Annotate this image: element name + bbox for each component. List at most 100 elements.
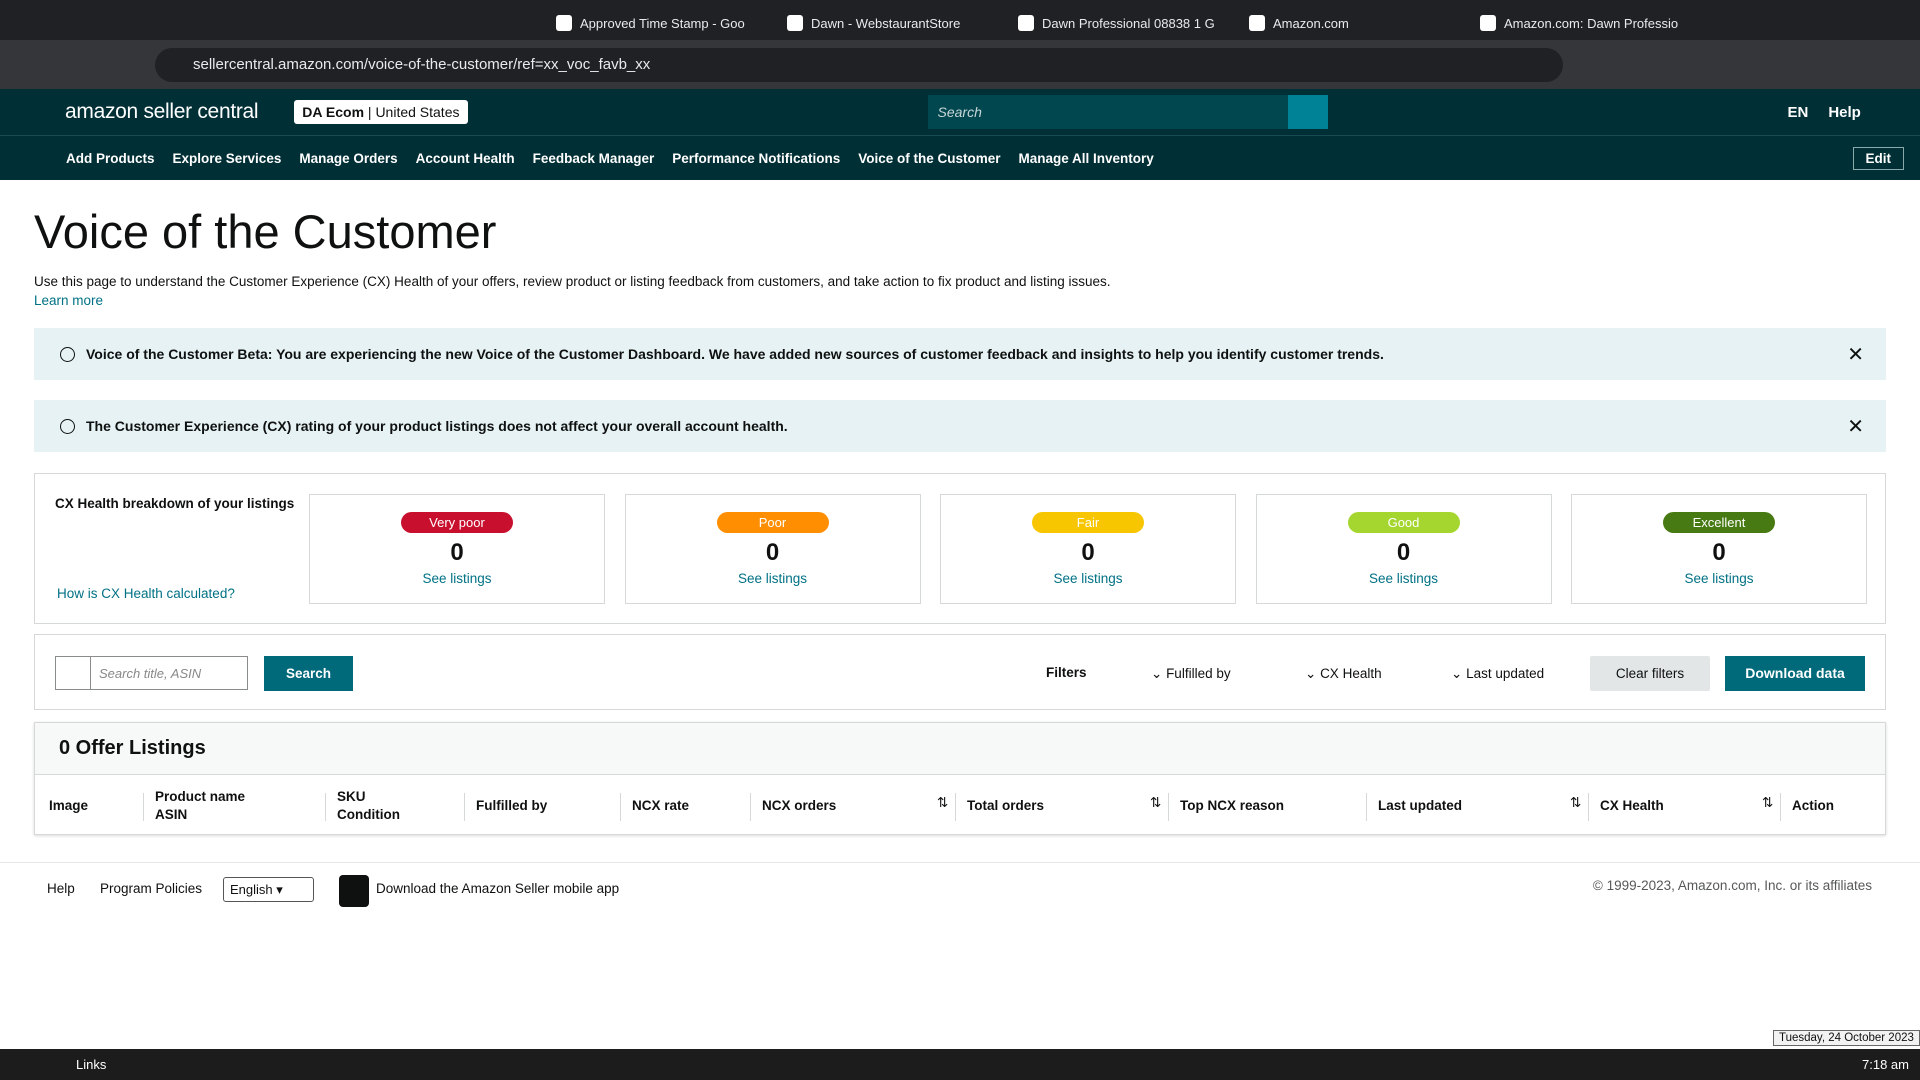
description: Use this page to understand the Customer… [34, 274, 1111, 289]
filter-dropdown[interactable]: ⌄ CX Health [1305, 666, 1382, 682]
clear-filters[interactable]: Clear filters [1590, 656, 1710, 691]
cx-health: CX Health breakdown of your listings How… [34, 473, 1886, 624]
tab-favicon [787, 15, 803, 31]
tab-icon[interactable] [236, 5, 280, 35]
search-button[interactable]: Search [264, 656, 353, 691]
filter-label: Last updated [1466, 666, 1545, 681]
sort-icon[interactable]: ⇅ [937, 795, 949, 810]
taskbar-search[interactable]: Links [76, 1057, 107, 1072]
tab-icon[interactable] [412, 5, 456, 35]
app-link[interactable]: Download the Amazon Seller mobile app [376, 881, 620, 896]
tab[interactable]: Dawn - WebstaurantStore [775, 7, 1006, 39]
tab[interactable]: Amazon.com [1237, 7, 1468, 39]
tab-icon[interactable] [500, 5, 544, 35]
app-icon[interactable] [339, 875, 369, 907]
tab[interactable]: Amazon.com: Dawn Professio [1468, 7, 1699, 39]
column-separator [143, 793, 144, 821]
see-listings[interactable]: See listings [1684, 571, 1754, 586]
footer-rule [0, 862, 1920, 864]
nav-item[interactable]: Performance Notifications [672, 150, 841, 166]
nav-item[interactable]: Account Health [415, 150, 515, 166]
cx-badge: Excellent [1663, 512, 1775, 533]
sort-icon[interactable]: ⇅ [1570, 795, 1582, 810]
footer-link[interactable]: Program Policies [100, 881, 203, 896]
header-search[interactable]: Search [927, 95, 1288, 129]
nav-item[interactable]: Feedback Manager [532, 150, 655, 166]
help[interactable]: Help [1828, 103, 1861, 121]
close-button[interactable]: ✕ [1847, 343, 1864, 366]
header-search-button[interactable] [1287, 95, 1328, 129]
see-listings[interactable]: See listings [1053, 571, 1123, 586]
logo[interactable]: amazon seller central [65, 100, 259, 123]
column-separator [750, 793, 751, 821]
nav-item[interactable]: Add Products [66, 150, 155, 166]
tab[interactable]: Dawn Professional 08838 1 G [1006, 7, 1237, 39]
see-listings[interactable]: See listings [422, 571, 492, 586]
cx-help-link[interactable]: How is CX Health calculated? [57, 586, 235, 601]
column-separator [1780, 793, 1781, 821]
cx-badge: Fair [1032, 512, 1144, 533]
banner-text: Voice of the Customer Beta: You are expe… [86, 346, 1384, 362]
filter-dropdown[interactable]: ⌄ Last updated [1451, 666, 1544, 682]
tab-favicon [1480, 15, 1496, 31]
learn-more[interactable]: Learn more [34, 293, 104, 308]
tab-icon[interactable] [456, 5, 500, 35]
sort-icon[interactable]: ⇅ [1762, 795, 1774, 810]
listings-table: 0 Offer Listings Image Product name ASIN SK… [34, 722, 1886, 835]
column-label: CX Health [1600, 798, 1664, 813]
footer-link[interactable]: Help [47, 881, 75, 896]
cx-card: Excellent 0 See listings [1571, 494, 1867, 604]
tab-icon[interactable] [280, 5, 324, 35]
date-tooltip: Tuesday, 24 October 2023 [1773, 1030, 1920, 1046]
column-header[interactable]: CX Health [1600, 797, 1664, 815]
tab-icon[interactable] [368, 5, 412, 35]
chevron: ⌄ [1305, 666, 1321, 681]
language[interactable]: EN [1787, 103, 1809, 121]
see-listings[interactable]: See listings [737, 571, 808, 586]
cx-card: Very poor 0 See listings [309, 494, 605, 604]
column-label: NCX rate [632, 798, 690, 813]
column-header[interactable]: Last updated [1378, 797, 1462, 815]
edit-button[interactable]: Edit [1852, 147, 1904, 170]
tab-icon[interactable] [104, 5, 148, 35]
footer-language[interactable]: English ▾ [223, 877, 314, 902]
chevron: ⌄ [1151, 666, 1167, 681]
tab-title: Dawn - WebstaurantStore [811, 15, 961, 31]
cx-card: Good 0 See listings [1255, 494, 1552, 604]
page-title: Voice of the Customer [34, 205, 497, 258]
column-label: Condition [337, 807, 400, 822]
tab-icon[interactable] [60, 5, 104, 35]
tab-icon[interactable] [324, 5, 368, 35]
column-label: ASIN [155, 807, 188, 822]
column-header: Top NCX reason [1180, 797, 1284, 815]
nav-item[interactable]: Explore Services [172, 150, 282, 166]
account-switcher[interactable]: DA Ecom | United States [294, 100, 468, 124]
column-header[interactable]: Total orders [967, 797, 1044, 815]
language-option: English [230, 882, 273, 897]
tab-icon[interactable] [192, 5, 236, 35]
column-header[interactable]: NCX orders [762, 797, 836, 815]
column-label: NCX orders [762, 798, 837, 813]
column-header: Action [1792, 797, 1834, 815]
tab-icon[interactable] [148, 5, 192, 35]
sort-icon[interactable]: ⇅ [1150, 795, 1162, 810]
nav-item[interactable]: Manage All Inventory [1018, 150, 1154, 166]
column-header: Fulfilled by [476, 797, 547, 815]
table-title: 0 Offer Listings [35, 723, 1885, 775]
nav-item[interactable]: Manage Orders [299, 150, 398, 166]
download-button[interactable]: Download data [1725, 656, 1865, 691]
column-label: Action [1792, 798, 1834, 813]
column-header: Image [49, 797, 88, 815]
nav-item[interactable]: Voice of the Customer [858, 150, 1001, 166]
search-input[interactable]: Search title, ASIN [55, 656, 248, 690]
see-listings[interactable]: See listings [1368, 571, 1439, 586]
info-icon [60, 418, 75, 434]
filter-label: Fulfilled by [1166, 666, 1231, 681]
close-button[interactable]: ✕ [1847, 415, 1864, 438]
banner: Voice of the Customer Beta: You are expe… [34, 328, 1886, 380]
filter-dropdown[interactable]: ⌄ Fulfilled by [1151, 666, 1231, 682]
store: DA Ecom [302, 104, 365, 120]
url[interactable]: sellercentral.amazon.com/voice-of-the-cu… [155, 47, 1563, 82]
column-header: NCX rate [632, 797, 689, 815]
tab[interactable]: Approved Time Stamp - Goo [544, 7, 775, 39]
